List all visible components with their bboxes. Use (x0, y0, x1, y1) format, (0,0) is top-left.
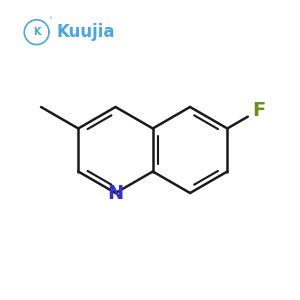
Text: Kuujia: Kuujia (56, 23, 115, 41)
Text: F: F (252, 101, 266, 120)
Text: N: N (107, 184, 124, 202)
Text: °: ° (49, 17, 52, 23)
Text: K: K (33, 27, 40, 37)
